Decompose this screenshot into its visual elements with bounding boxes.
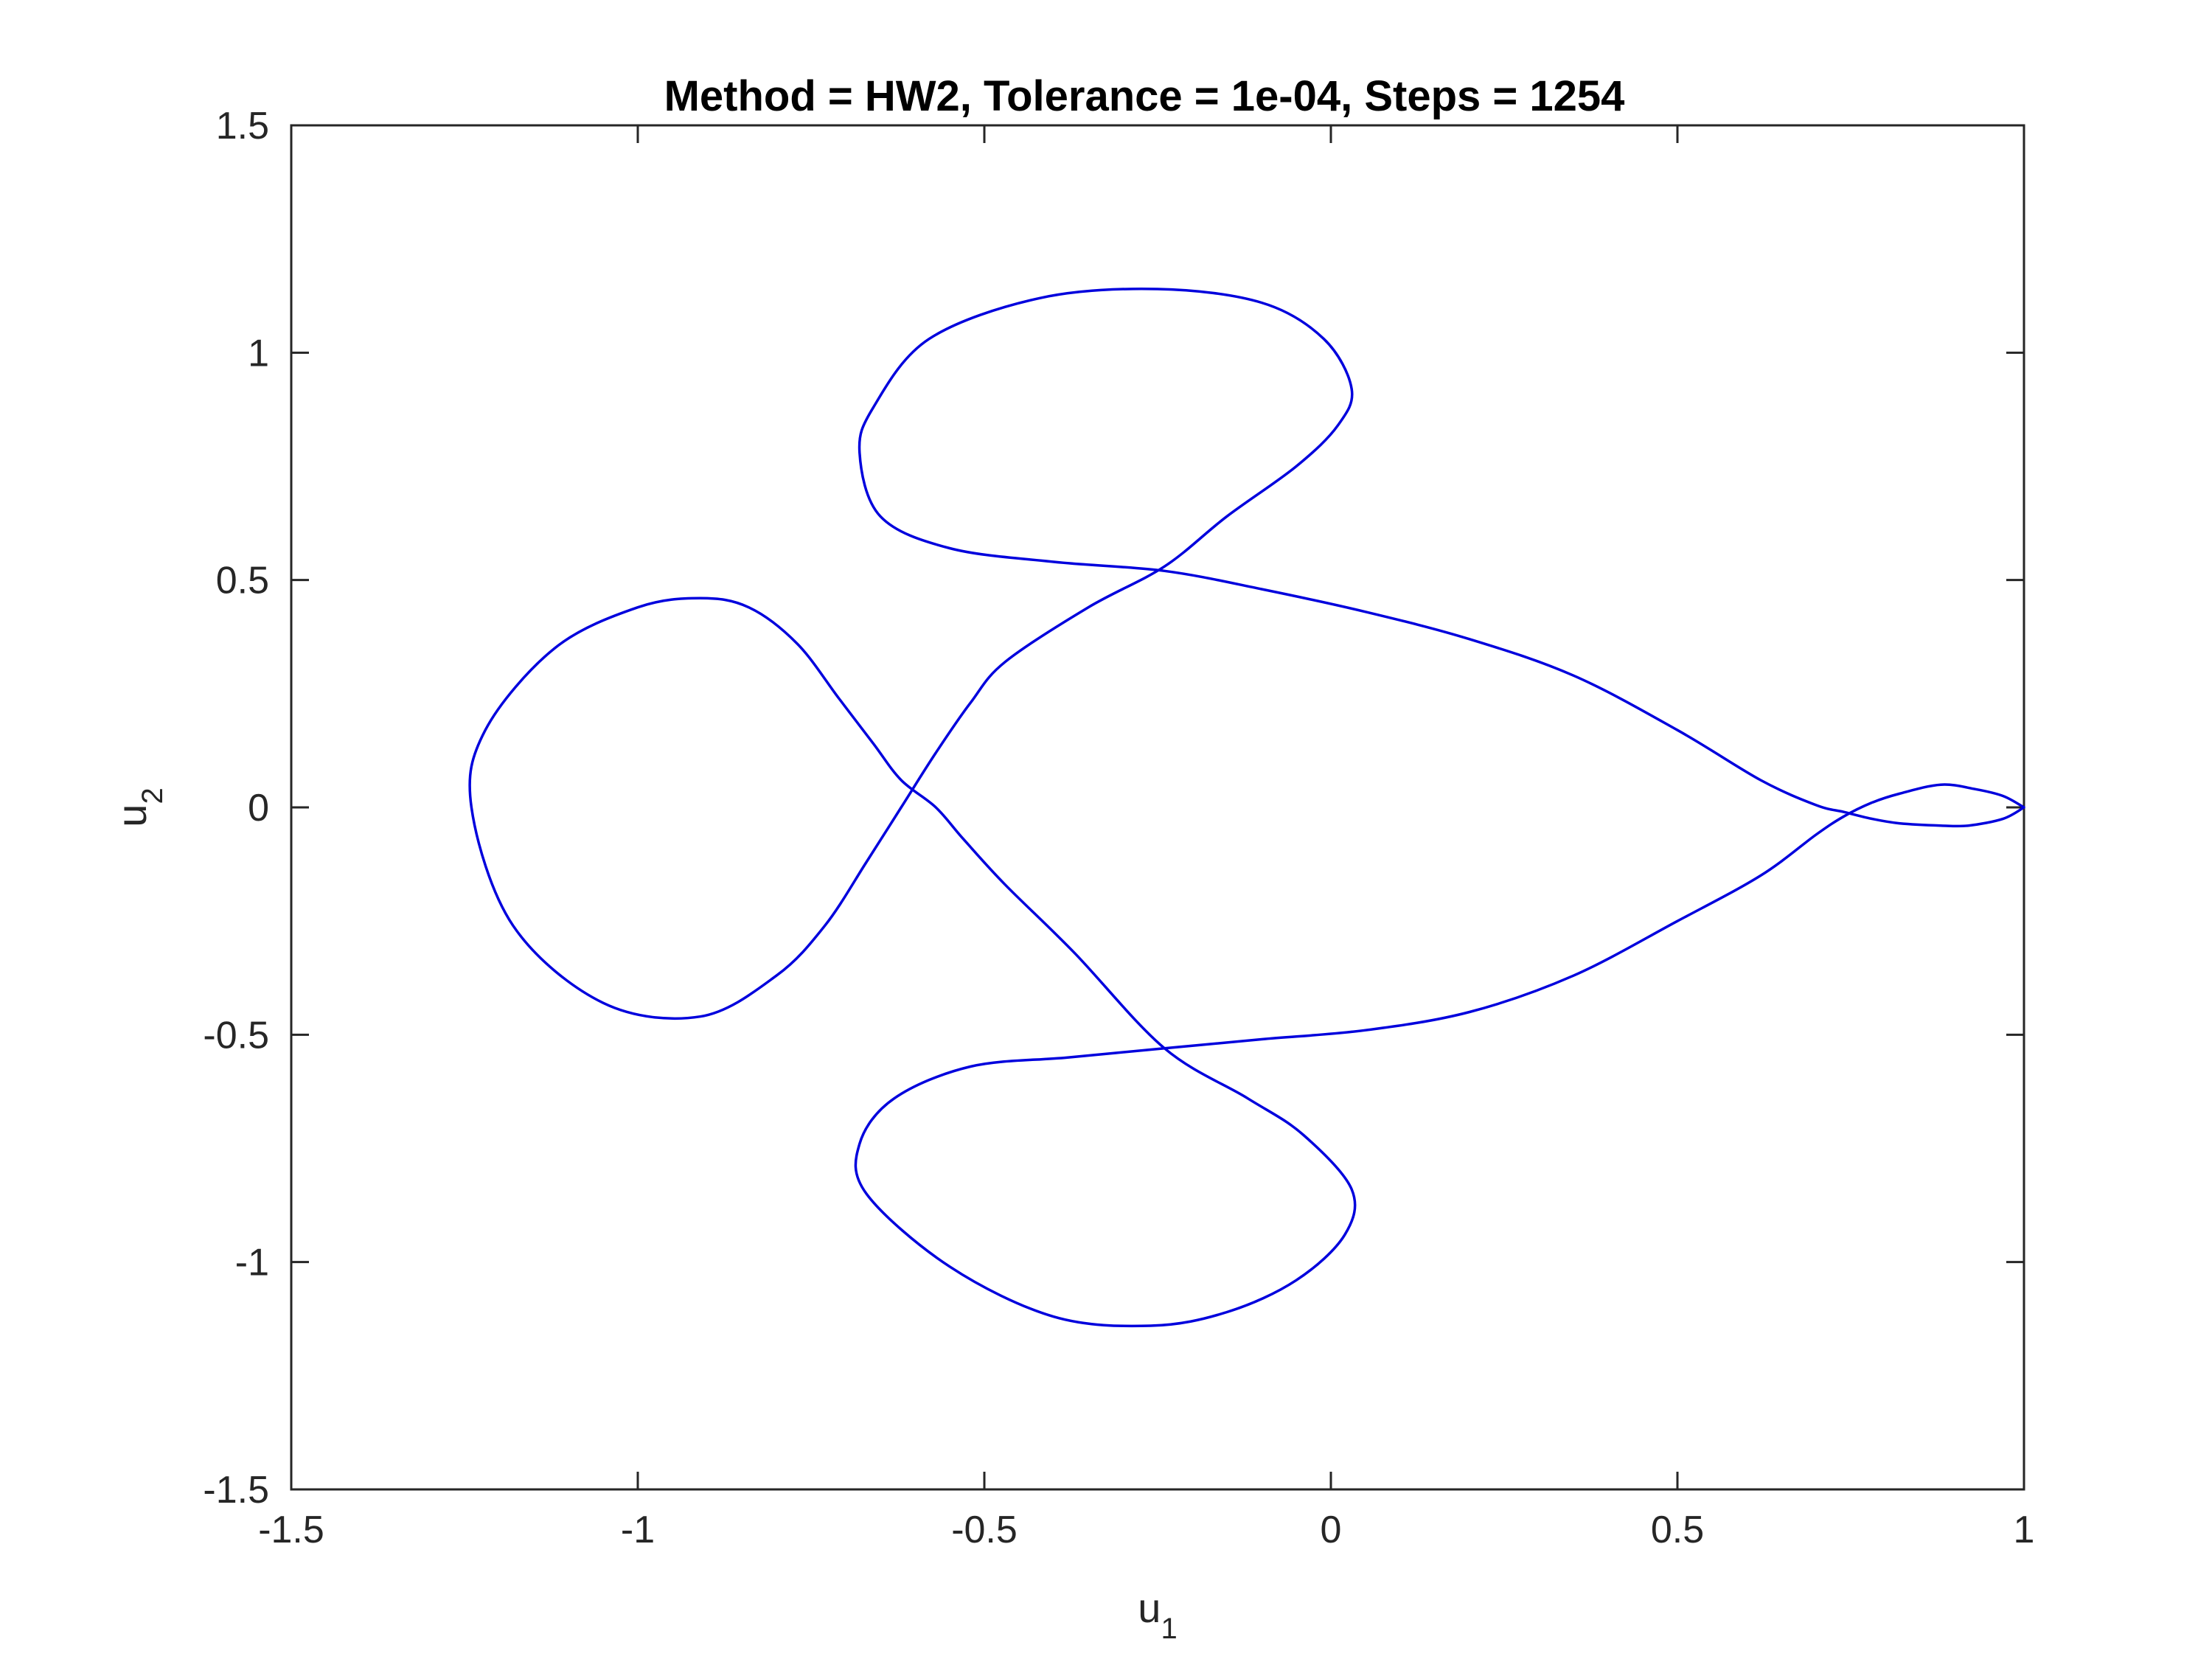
x-tick-label: 0.5 <box>1651 1509 1704 1551</box>
x-tick-label: 0 <box>1321 1509 1342 1551</box>
y-tick-label: -1 <box>235 1242 269 1284</box>
x-axis-label-main: u <box>1138 1585 1161 1631</box>
y-tick-label: 1 <box>248 332 269 375</box>
axis-ticks <box>290 124 2025 1491</box>
y-tick-label: 0.5 <box>216 560 269 602</box>
y-tick-label: -0.5 <box>203 1014 269 1057</box>
x-tick-label: -1.5 <box>258 1509 324 1551</box>
axis-tick-labels: -1.5 -1 -0.5 0 0.5 1 -1.5 -1 -0.5 0 0.5 1 1.5 <box>203 105 2034 1551</box>
y-tick-label: -1.5 <box>203 1469 269 1512</box>
y-axis-label-main: u <box>108 804 155 827</box>
y-tick-label: 0 <box>248 787 269 830</box>
series-line <box>468 288 2025 1328</box>
chart-title: Method = HW2, Tolerance = 1e-04, Steps =… <box>664 72 1625 120</box>
x-axis-label: u1 <box>1138 1585 1177 1645</box>
plot-frame <box>290 124 2025 1491</box>
x-tick-label: -0.5 <box>951 1509 1018 1551</box>
y-tick-label: 1.5 <box>216 105 269 147</box>
data-series <box>468 288 2025 1328</box>
y-axis-label: u2 <box>108 787 169 827</box>
y-axis-label-subscript: 2 <box>136 787 169 804</box>
x-tick-label: -1 <box>621 1509 655 1551</box>
x-axis-label-subscript: 1 <box>1161 1613 1177 1645</box>
x-tick-label: 1 <box>2014 1509 2035 1551</box>
